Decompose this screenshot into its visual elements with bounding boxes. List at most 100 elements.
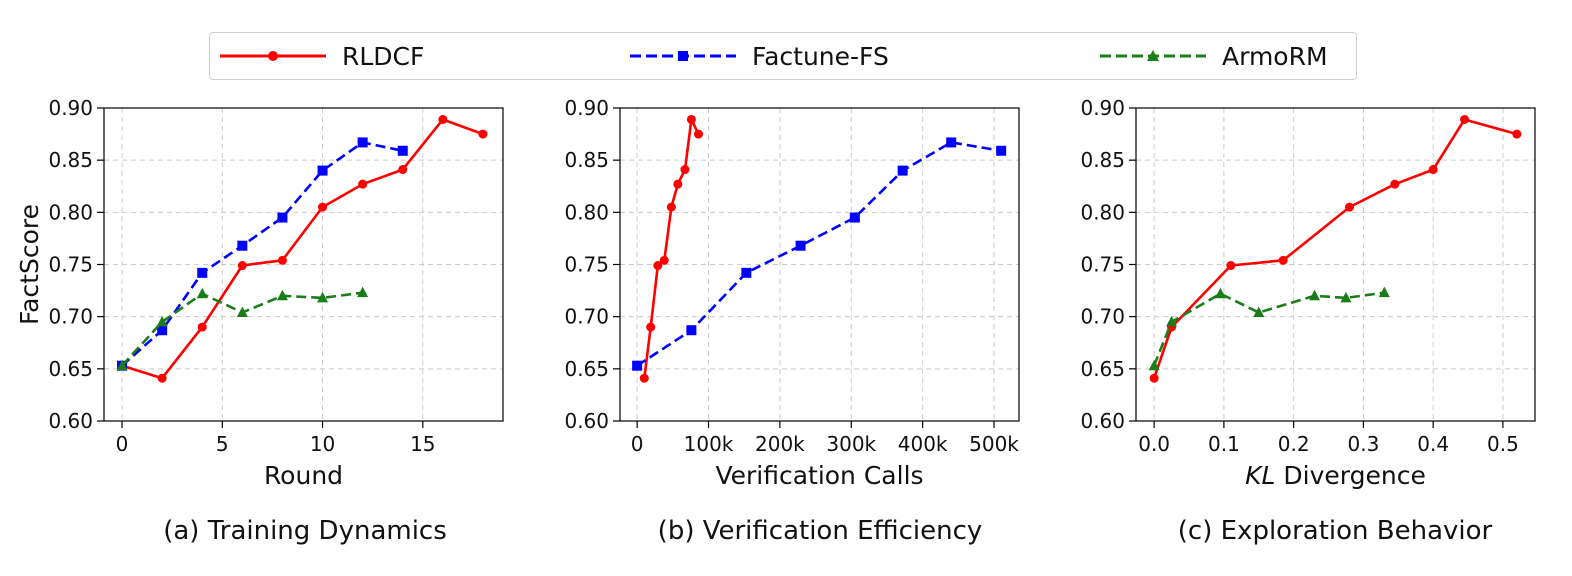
x-tick-label: 5 [216, 432, 229, 456]
x-tick-label: 300k [826, 432, 876, 456]
data-point [397, 145, 408, 156]
data-point [197, 322, 207, 332]
data-point [673, 179, 683, 189]
x-tick-label: 0.4 [1417, 432, 1449, 456]
data-point [236, 306, 248, 317]
y-tick-label: 0.65 [48, 357, 93, 381]
data-point [666, 202, 676, 212]
y-tick-label: 0.75 [1080, 253, 1125, 277]
data-point [1512, 129, 1522, 139]
chart-panel-2: 0.60 0.65 0.70 0.75 0.80 0.85 0.90 0 100k 200k 300… [564, 96, 1020, 490]
y-tick-label: 0.70 [564, 305, 609, 329]
data-point [317, 165, 328, 176]
x-tick-label: 0.3 [1347, 432, 1379, 456]
legend-swatch-rldcf [220, 51, 326, 61]
data-point [1344, 202, 1354, 212]
data-point [1460, 114, 1470, 124]
legend-swatch-armorm [1100, 50, 1206, 61]
legend-item-rldcf: RLDCF [218, 33, 424, 79]
series-factune-fs [117, 137, 408, 371]
data-point [1340, 291, 1352, 303]
series-rldcf [1149, 114, 1522, 383]
y-tick-label: 0.60 [564, 409, 609, 433]
legend-label-factune-fs: Factune-FS [752, 41, 889, 71]
x-axis-label: Verification Calls [715, 461, 923, 490]
data-point [741, 267, 752, 278]
y-tick-label: 0.90 [1080, 96, 1125, 120]
legend-label-rldcf: RLDCF [342, 41, 425, 71]
y-tick-label: 0.85 [564, 148, 609, 172]
y-tick-label: 0.80 [1080, 200, 1125, 224]
y-tick-label: 0.80 [564, 200, 609, 224]
legend-label-armorm: ArmoRM [1222, 41, 1328, 71]
data-point [653, 261, 663, 271]
caption-b: (b) Verification Efficiency [657, 516, 983, 546]
caption-c: (c) Exploration Behavior [1177, 516, 1493, 546]
series-factune-fs [632, 137, 1007, 371]
y-tick-label: 0.90 [48, 96, 93, 120]
y-tick-label: 0.80 [48, 200, 93, 224]
series-line-rldcf [643, 118, 700, 379]
data-point [1278, 255, 1288, 265]
data-point [1149, 373, 1159, 383]
data-point [237, 261, 247, 271]
data-point [1226, 261, 1236, 271]
x-axis-label: KL Divergence [1245, 461, 1426, 490]
series-line-rldcf [1152, 118, 1518, 379]
x-tick-label: 0 [631, 432, 644, 456]
data-point [680, 165, 690, 175]
data-point [317, 291, 329, 303]
y-tick-label: 0.65 [1080, 357, 1125, 381]
data-point [196, 287, 208, 299]
data-point [632, 360, 643, 371]
data-point [686, 114, 696, 124]
data-point [318, 202, 328, 212]
series-line-armorm [1152, 291, 1385, 367]
y-axis-label: FactScore [15, 204, 44, 325]
legend-item-factune-fs: Factune-FS [628, 33, 889, 79]
x-tick-label: 0.0 [1138, 432, 1170, 456]
chart-panel-3: 0.60 0.65 0.70 0.75 0.80 0.85 0.90 0.0 0.1 0.2 0.3… [1080, 96, 1536, 490]
x-tick-label: 0.5 [1487, 432, 1519, 456]
data-point [237, 240, 248, 251]
legend-item-armorm: ArmoRM [1098, 33, 1328, 79]
x-tick-label: 500k [969, 432, 1019, 456]
x-tick-label: 0.1 [1208, 432, 1240, 456]
data-point [694, 129, 704, 139]
data-point [277, 212, 288, 223]
data-point [1253, 306, 1265, 317]
y-tick-label: 0.65 [564, 357, 609, 381]
legend-swatch-factune-fs [630, 51, 736, 61]
x-tick-label: 10 [310, 432, 335, 456]
data-point [646, 322, 656, 332]
series-rldcf [117, 114, 488, 383]
data-point [1378, 286, 1390, 298]
data-point [1390, 179, 1400, 189]
data-point [686, 325, 697, 336]
data-point [357, 137, 368, 148]
series-armorm [1148, 286, 1390, 371]
data-point [116, 359, 128, 371]
data-point [156, 315, 168, 327]
data-point [1309, 289, 1321, 301]
series-line-factune-fs [121, 141, 403, 367]
data-point [277, 255, 287, 265]
data-point [1428, 165, 1438, 175]
data-point [849, 212, 860, 223]
x-tick-label: 400k [898, 432, 948, 456]
data-point [157, 373, 167, 383]
y-tick-label: 0.90 [564, 96, 609, 120]
data-point [795, 240, 806, 251]
data-point [438, 114, 448, 124]
x-tick-label: 0 [116, 432, 129, 456]
y-tick-label: 0.85 [48, 148, 93, 172]
x-axis-label: Round [264, 461, 343, 490]
x-tick-label: 15 [410, 432, 435, 456]
data-point [478, 129, 488, 139]
y-tick-label: 0.85 [1080, 148, 1125, 172]
caption-a: (a) Training Dynamics [163, 516, 447, 546]
x-tick-label: 100k [684, 432, 734, 456]
data-point [157, 325, 168, 336]
data-point [197, 267, 208, 278]
